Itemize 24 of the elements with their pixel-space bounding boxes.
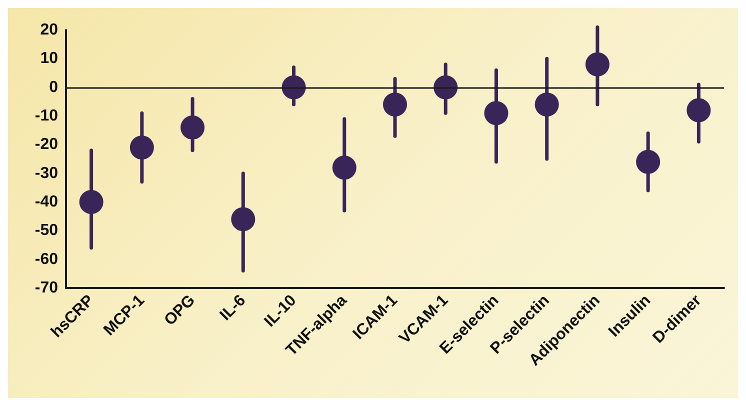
y-tick-label: -30 <box>34 164 58 182</box>
point <box>534 92 559 117</box>
point <box>231 207 256 232</box>
x-tick-label: IL-6 <box>217 292 250 324</box>
point <box>686 98 711 122</box>
point <box>130 136 154 160</box>
point <box>282 75 306 100</box>
point <box>79 190 104 214</box>
y-tick-label: -40 <box>34 194 58 210</box>
point <box>434 75 458 100</box>
point <box>636 150 660 174</box>
y-tick-label: -10 <box>34 108 58 124</box>
y-tick-label: -20 <box>34 136 58 154</box>
point <box>484 101 508 126</box>
point <box>585 52 610 76</box>
y-tick-label: 10 <box>40 50 58 68</box>
point <box>332 156 356 180</box>
y-tick-label: 0 <box>49 78 58 96</box>
point <box>180 115 205 140</box>
point <box>383 92 407 117</box>
y-tick-label: -70 <box>34 280 58 296</box>
y-tick-label: 20 <box>40 22 58 38</box>
y-tick-label: -50 <box>34 222 58 240</box>
y-tick-label: -60 <box>34 250 58 268</box>
